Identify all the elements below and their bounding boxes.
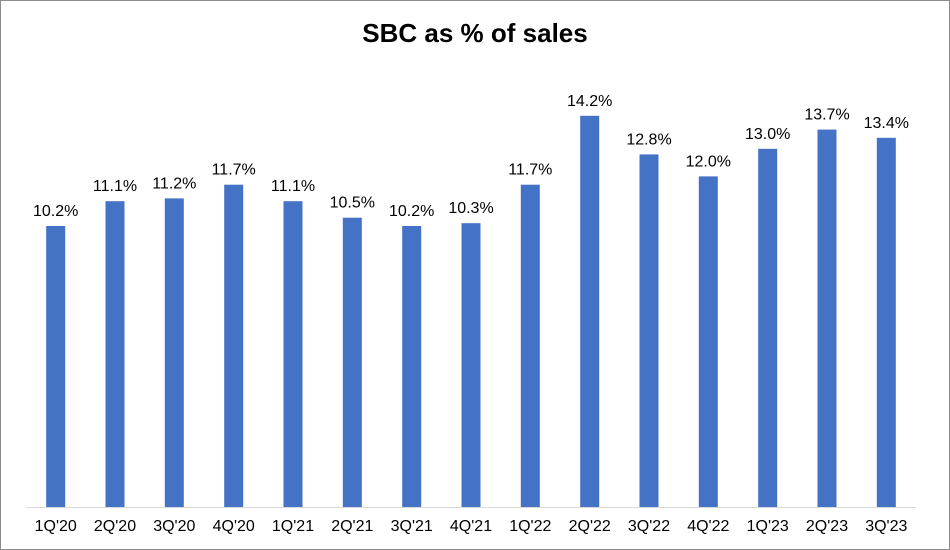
x-tick-label-11: 4Q'22 <box>687 518 729 535</box>
data-label-11: 12.0% <box>686 153 731 170</box>
bars-layer <box>46 115 896 508</box>
data-label-2: 11.2% <box>152 175 196 192</box>
x-tick-label-8: 1Q'22 <box>509 518 551 535</box>
x-tick-label-6: 3Q'21 <box>391 518 433 535</box>
bar-6 <box>402 226 422 507</box>
bar-13 <box>817 129 837 507</box>
x-tick-label-13: 2Q'23 <box>806 518 848 535</box>
x-tick-label-0: 1Q'20 <box>35 518 77 535</box>
x-tick-label-2: 3Q'20 <box>153 518 195 535</box>
x-tick-label-14: 3Q'23 <box>865 518 907 535</box>
x-tick-label-7: 4Q'21 <box>450 518 492 535</box>
data-label-10: 12.8% <box>626 131 671 148</box>
bar-11 <box>698 176 718 507</box>
x-tick-label-10: 3Q'22 <box>628 518 670 535</box>
data-label-8: 11.7% <box>508 162 552 179</box>
x-tick-label-1: 2Q'20 <box>94 518 136 535</box>
x-tick-labels-layer: 1Q'20 2Q'20 3Q'20 4Q'20 1Q'21 2Q'21 3Q'21 4Q'21… <box>35 518 908 535</box>
bar-5 <box>342 217 362 507</box>
chart-title: SBC as % of sales <box>362 18 588 48</box>
bar-0 <box>46 226 66 507</box>
x-tick-label-9: 2Q'22 <box>569 518 611 535</box>
data-label-4: 11.1% <box>271 178 315 195</box>
bar-9 <box>580 115 600 508</box>
x-tick-label-5: 2Q'21 <box>331 518 373 535</box>
data-label-3: 11.7% <box>212 162 256 179</box>
data-label-7: 10.3% <box>448 200 493 217</box>
data-labels-layer: 10.2% 11.1% 11.2% 11.7% 11.1% 10.5% 10.2% 10.3%… <box>33 93 909 220</box>
bar-4 <box>283 201 303 507</box>
data-label-14: 13.4% <box>864 115 909 132</box>
x-tick-label-12: 1Q'23 <box>747 518 789 535</box>
data-label-1: 11.1% <box>93 178 137 195</box>
bar-3 <box>224 184 244 507</box>
x-tick-label-4: 1Q'21 <box>272 518 314 535</box>
data-label-0: 10.2% <box>33 203 78 220</box>
bar-7 <box>461 223 481 507</box>
bar-1 <box>105 201 125 507</box>
bar-10 <box>639 154 659 507</box>
bar-12 <box>758 148 778 508</box>
data-label-13: 13.7% <box>804 107 849 124</box>
data-label-9: 14.2% <box>567 93 612 110</box>
bar-14 <box>876 137 896 508</box>
data-label-12: 13.0% <box>745 126 790 143</box>
bar-8 <box>520 184 540 507</box>
data-label-5: 10.5% <box>330 195 375 212</box>
bar-2 <box>164 198 184 507</box>
x-tick-label-3: 4Q'20 <box>213 518 255 535</box>
data-label-6: 10.2% <box>389 203 434 220</box>
